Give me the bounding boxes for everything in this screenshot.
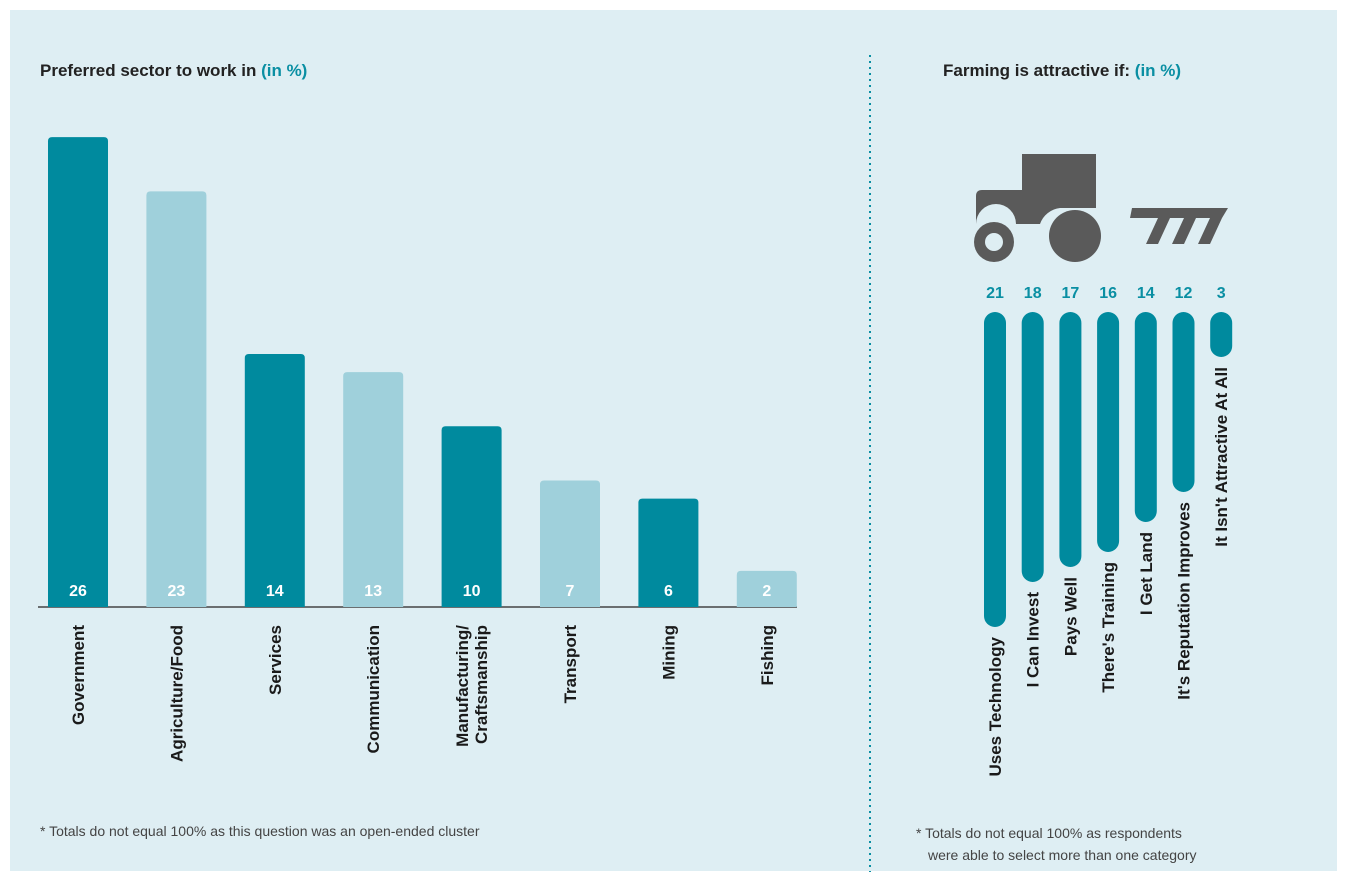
bar [244,354,305,607]
category-label: I Can Invest [1024,592,1043,688]
category-label: Pays Well [1061,577,1080,656]
bar [1059,312,1082,567]
title-unit: (in %) [1135,61,1181,80]
x-tick-label: Agriculture/Food [167,625,186,762]
value-label: 3 [1217,285,1226,302]
bar [736,570,797,607]
bar [1210,312,1233,357]
bar [540,480,600,607]
chart-title: Preferred sector to work in (in %) [40,61,307,80]
value-label: 12 [1175,285,1193,302]
category-label: I Get Land [1137,532,1156,615]
value-label: 10 [463,583,481,600]
category-label: It's Reputation Improves [1175,502,1194,700]
title-text: Preferred sector to work in [40,61,256,80]
footnote: * Totals do not equal 100% as this quest… [40,823,480,839]
bar [1172,312,1195,492]
value-label: 13 [364,583,382,600]
bar [48,137,108,607]
bar [638,498,699,607]
chart-title: Farming is attractive if: (in %) [943,61,1181,80]
footnote: were able to select more than one catego… [927,847,1197,863]
footnote: * Totals do not equal 100% as respondent… [916,825,1182,841]
value-label: 21 [986,285,1004,302]
bar [984,312,1006,627]
x-tick-label: Transport [561,625,580,704]
value-label: 14 [1137,285,1155,302]
value-label: 2 [762,583,771,600]
x-tick-label: Manufacturing/Craftsmanship [453,625,491,747]
value-label: 14 [266,583,284,600]
value-label: 17 [1062,285,1080,302]
value-label: 16 [1099,285,1117,302]
x-tick-label: Fishing [758,625,777,685]
bar [146,191,207,607]
title-text: Farming is attractive if: [943,61,1130,80]
title-unit: (in %) [261,61,307,80]
category-label: It Isn't Attractive At All [1212,367,1231,547]
category-label: Uses Technology [986,636,1005,776]
bar [441,426,502,607]
value-label: 23 [168,583,186,600]
bar [343,372,404,607]
value-label: 7 [566,583,575,600]
bar [1134,312,1157,522]
x-tick-label: Services [266,625,285,695]
bar [1021,312,1044,582]
value-label: 26 [69,583,87,600]
tractor-icon [974,154,1228,262]
x-tick-label: Government [69,625,88,725]
category-label: There's Training [1099,562,1118,693]
bar [1097,312,1120,552]
value-label: 18 [1024,285,1042,302]
x-tick-label: Mining [659,625,678,680]
value-label: 6 [664,583,673,600]
x-tick-label: Communication [364,625,383,753]
